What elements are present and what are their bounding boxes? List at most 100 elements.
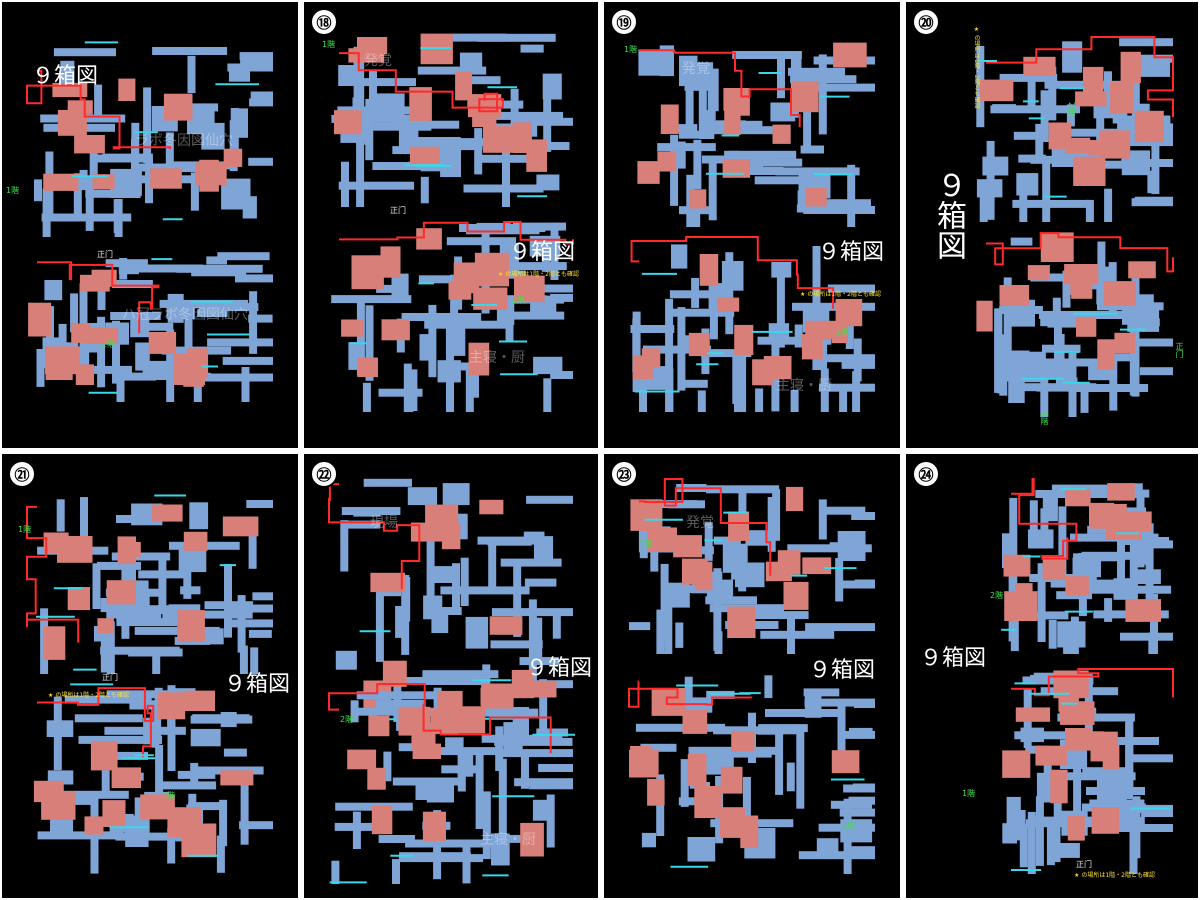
corridor xyxy=(755,388,764,412)
corridor xyxy=(684,676,693,705)
corridor xyxy=(1035,796,1044,866)
second-floor-label: 2階 xyxy=(162,791,176,800)
corridor xyxy=(111,552,171,561)
corridor xyxy=(725,252,734,335)
room-red xyxy=(688,332,710,357)
corridor xyxy=(742,167,784,175)
star-note: ★ の場所は1階・2階とも確認 xyxy=(972,26,981,109)
room-red xyxy=(79,274,110,292)
corridor xyxy=(1132,338,1173,347)
corridor xyxy=(240,59,273,68)
room-blue xyxy=(1016,173,1039,196)
room-red xyxy=(181,823,217,858)
room-red xyxy=(660,104,679,134)
corridor xyxy=(550,371,573,379)
route-line xyxy=(1011,478,1078,560)
room-red xyxy=(45,346,80,375)
corridor xyxy=(118,266,139,275)
panel-number-badge: ⑳ xyxy=(912,8,940,36)
floorplan xyxy=(976,36,1174,417)
corridor xyxy=(452,33,507,42)
room-blue xyxy=(1008,377,1025,403)
note-text: の場所は1階・2階とも確認 xyxy=(973,34,980,109)
corridor xyxy=(1073,757,1082,826)
room-red xyxy=(118,78,136,101)
room-red xyxy=(630,499,663,531)
corridor xyxy=(790,75,857,84)
corridor xyxy=(155,745,164,795)
corridor xyxy=(222,356,273,365)
corridor xyxy=(713,126,780,135)
corridor xyxy=(790,389,799,412)
corridor xyxy=(129,264,204,273)
corridor xyxy=(56,499,65,532)
corridor xyxy=(239,821,273,830)
room-red xyxy=(722,159,751,178)
corridor xyxy=(1078,594,1087,617)
corridor xyxy=(37,831,124,840)
corridor xyxy=(524,578,557,587)
room-blue xyxy=(428,566,458,583)
corridor xyxy=(161,781,217,790)
room-red xyxy=(177,610,205,642)
corridor xyxy=(85,189,114,198)
corridor xyxy=(1032,358,1102,367)
room-blue xyxy=(166,301,195,320)
room-blue xyxy=(201,122,225,150)
room-red xyxy=(1073,156,1106,186)
corridor xyxy=(678,130,710,139)
gate-label: 正门 xyxy=(1175,342,1184,358)
room-red xyxy=(422,811,446,842)
corridor xyxy=(100,633,109,673)
room-red xyxy=(75,364,94,385)
corridor xyxy=(378,388,423,397)
room-blue xyxy=(530,300,557,317)
room-blue xyxy=(1140,59,1171,77)
corridor xyxy=(116,379,125,402)
room-blue xyxy=(110,168,141,198)
corridor xyxy=(1057,713,1135,722)
second-floor-label: 2階 xyxy=(340,715,354,724)
corridor xyxy=(538,764,573,772)
corridor xyxy=(665,298,674,374)
corridor xyxy=(1109,355,1118,411)
room-red xyxy=(1120,51,1141,84)
route-line xyxy=(37,687,155,758)
corridor xyxy=(1046,823,1055,866)
room-red xyxy=(1090,731,1118,762)
room-blue xyxy=(445,325,466,356)
room-red xyxy=(802,557,832,575)
note-text: の場所は1階・2階とも確認 xyxy=(55,692,129,699)
corridor xyxy=(90,796,99,874)
room-blue xyxy=(1096,772,1127,802)
corridor xyxy=(138,570,187,579)
room-red xyxy=(1023,56,1056,76)
corridor xyxy=(487,262,567,271)
map-panel-18: ⑱ ９箱図 1階 正门 2階 ★ の場所は1階・2階とも確認 発覚 主寝・厨 xyxy=(304,2,598,448)
corridor xyxy=(787,544,872,553)
panel-title: ９箱図 xyxy=(224,672,291,697)
corridor xyxy=(1082,767,1131,776)
corridor xyxy=(97,274,106,310)
route-line xyxy=(328,483,421,590)
room-blue xyxy=(391,273,409,300)
room-red xyxy=(1110,81,1134,114)
corridor xyxy=(477,33,556,42)
room-red xyxy=(647,527,677,552)
route-line xyxy=(339,52,504,113)
star-note: ★ の場所は1階・2階とも確認 xyxy=(48,690,129,699)
room-red xyxy=(1015,707,1051,722)
room-red xyxy=(183,365,204,387)
corridor xyxy=(786,762,795,792)
gate-label: 正门 xyxy=(1076,860,1092,869)
room-red xyxy=(681,558,708,585)
corridor xyxy=(106,690,178,699)
corridor xyxy=(543,378,552,412)
room-red xyxy=(1004,591,1038,622)
panel-number-badge: ⑲ xyxy=(610,8,638,36)
corridor xyxy=(356,691,445,700)
room-blue xyxy=(638,49,668,76)
room-blue xyxy=(60,60,75,86)
room-red xyxy=(1103,281,1136,306)
corridor xyxy=(536,284,573,293)
